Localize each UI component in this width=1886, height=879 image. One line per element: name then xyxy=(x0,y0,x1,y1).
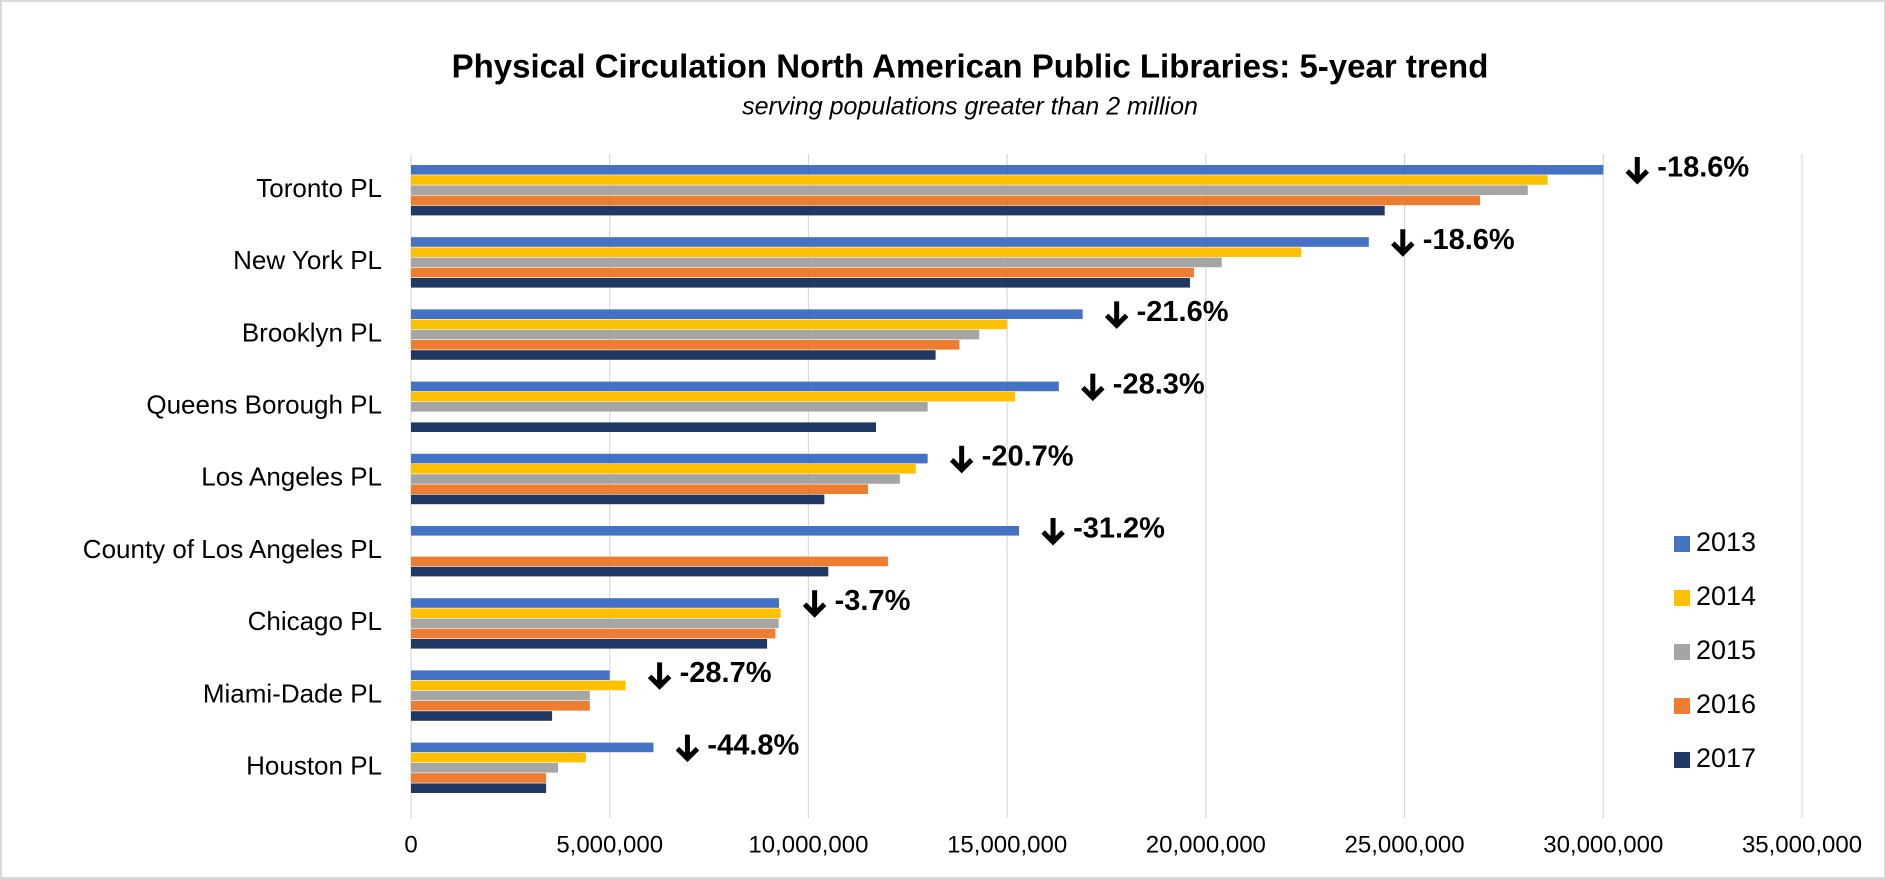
category-label: Toronto PL xyxy=(256,173,382,203)
down-arrow xyxy=(647,662,672,690)
legend-label: 2016 xyxy=(1696,689,1756,719)
bar xyxy=(411,195,1481,206)
bar xyxy=(411,752,586,763)
category-label: County of Los Angeles PL xyxy=(83,534,382,564)
down-arrow xyxy=(675,734,700,763)
down-arrow xyxy=(1625,157,1650,185)
bar xyxy=(411,608,781,618)
category-label: Houston PL xyxy=(246,750,382,780)
bar xyxy=(411,185,1528,195)
x-tick-label: 25,000,000 xyxy=(1345,831,1465,858)
change-label: -18.6% xyxy=(1423,224,1515,256)
bar xyxy=(411,711,553,721)
bar xyxy=(411,701,590,711)
x-tick-label: 30,000,000 xyxy=(1543,831,1663,858)
bar xyxy=(411,618,779,629)
bar xyxy=(411,763,559,773)
bar xyxy=(411,598,780,608)
bar xyxy=(411,453,928,464)
down-arrow xyxy=(1104,301,1129,329)
down-arrow xyxy=(1041,518,1065,546)
bar xyxy=(411,773,547,783)
bar xyxy=(411,670,610,680)
category-label: Brooklyn PL xyxy=(242,317,382,347)
bar xyxy=(411,422,876,432)
legend-label: 2014 xyxy=(1696,581,1756,611)
chart-title: Physical Circulation North American Publ… xyxy=(452,48,1489,85)
change-label: -3.7% xyxy=(835,585,911,617)
down-arrow xyxy=(1081,373,1105,402)
bar xyxy=(411,267,1194,278)
bar xyxy=(411,205,1385,216)
legend-label: 2013 xyxy=(1696,527,1756,557)
bar xyxy=(411,494,825,505)
bar xyxy=(411,566,829,577)
change-label: -31.2% xyxy=(1073,513,1165,545)
bar xyxy=(411,257,1222,268)
x-tick-label: 0 xyxy=(404,831,417,858)
change-label: -44.8% xyxy=(707,729,799,761)
down-arrow xyxy=(1391,229,1415,257)
bar xyxy=(411,329,980,340)
x-tick-label: 20,000,000 xyxy=(1146,831,1266,858)
category-label: Miami-Dade PL xyxy=(203,678,382,708)
legend-swatch xyxy=(1674,752,1690,768)
bar xyxy=(411,350,936,360)
bar xyxy=(411,556,888,567)
down-arrow xyxy=(802,590,827,618)
bar xyxy=(411,340,960,350)
bar xyxy=(411,464,916,474)
bar xyxy=(411,628,776,639)
bar xyxy=(411,309,1083,319)
change-label: -21.6% xyxy=(1137,296,1229,328)
bar xyxy=(411,526,1020,536)
bar xyxy=(411,474,900,484)
bar xyxy=(411,742,654,753)
chart-subtitle: serving populations greater than 2 milli… xyxy=(742,93,1198,121)
change-label: -18.6% xyxy=(1657,152,1749,184)
bar xyxy=(411,165,1604,175)
bar xyxy=(411,680,626,691)
bar xyxy=(411,783,547,793)
change-label: -20.7% xyxy=(982,440,1074,472)
bar xyxy=(411,175,1548,185)
change-label: -28.3% xyxy=(1113,368,1205,400)
bar xyxy=(411,690,590,701)
bar xyxy=(411,247,1302,257)
legend-label: 2015 xyxy=(1696,635,1756,665)
category-label: New York PL xyxy=(233,245,382,275)
category-label: Chicago PL xyxy=(248,606,382,636)
down-arrow xyxy=(949,445,974,474)
bar xyxy=(411,237,1369,247)
x-tick-label: 5,000,000 xyxy=(556,831,663,858)
x-tick-label: 15,000,000 xyxy=(947,831,1067,858)
bar xyxy=(411,639,768,649)
category-label: Queens Borough PL xyxy=(146,389,382,419)
bar xyxy=(411,402,928,412)
bar xyxy=(411,484,869,494)
bar xyxy=(411,381,1059,392)
legend-swatch xyxy=(1674,536,1690,552)
legend-swatch xyxy=(1674,644,1690,660)
x-tick-label: 10,000,000 xyxy=(748,831,868,858)
bar xyxy=(411,278,1190,288)
x-tick-label: 35,000,000 xyxy=(1742,831,1862,858)
bar xyxy=(411,319,1008,330)
bar xyxy=(411,391,1016,402)
legend-swatch xyxy=(1674,590,1690,606)
change-label: -28.7% xyxy=(680,657,772,689)
legend-label: 2017 xyxy=(1696,743,1756,773)
category-label: Los Angeles PL xyxy=(201,462,382,492)
legend-swatch xyxy=(1674,698,1690,714)
